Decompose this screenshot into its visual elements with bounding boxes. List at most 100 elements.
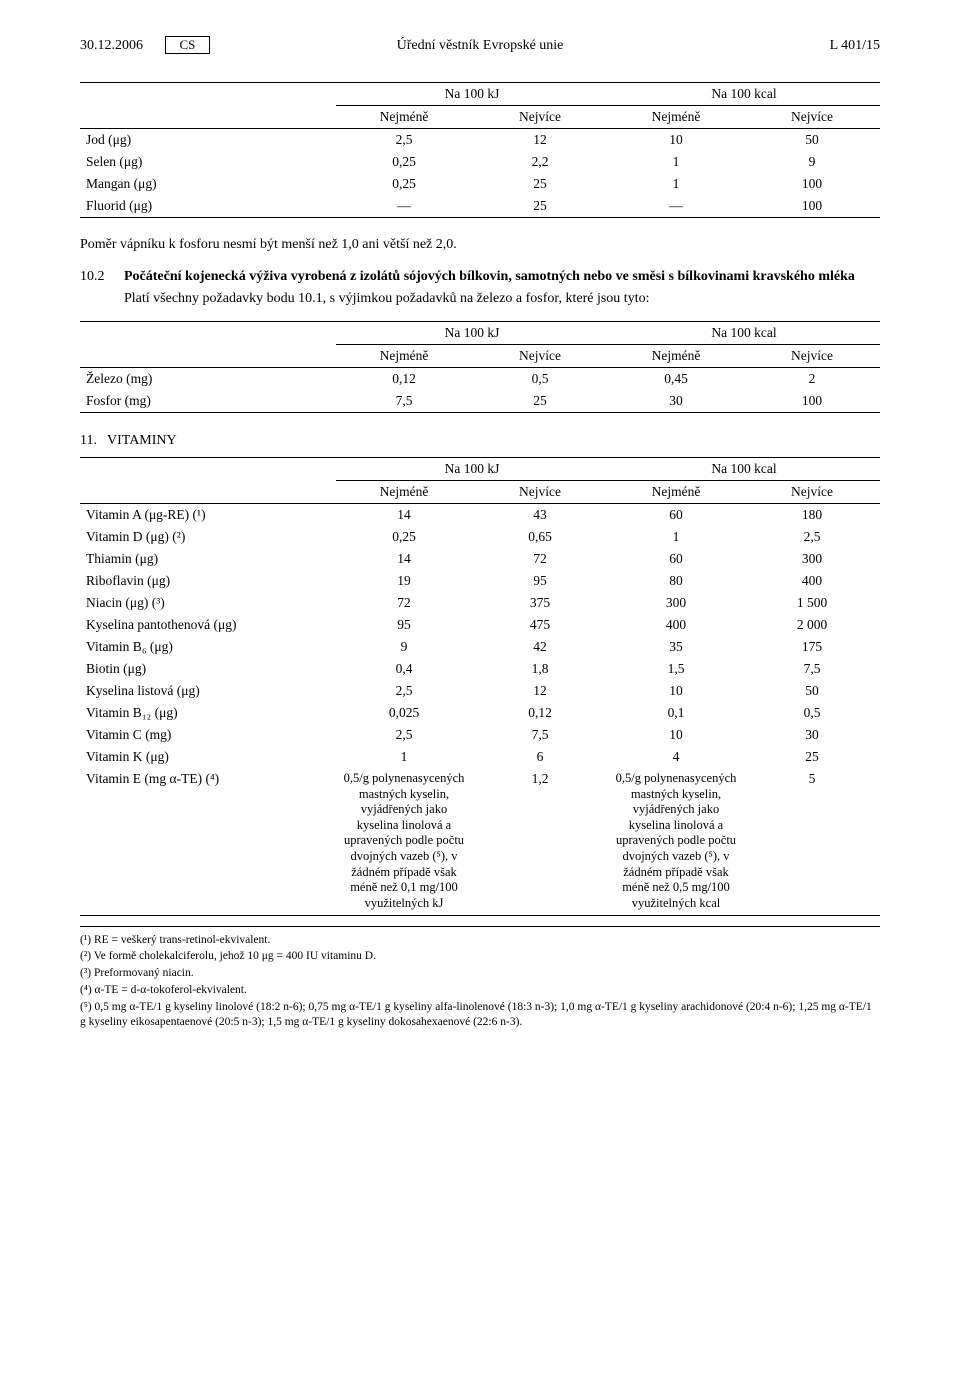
t3-r8-a: 2,5: [336, 680, 472, 702]
footnote-2: (²) Ve formě cholekalciferolu, jehož 10 …: [80, 949, 880, 964]
footnote-1: (¹) RE = veškerý trans-retinol-ekvivalen…: [80, 933, 880, 948]
t3-r4-label: Niacin (μg) (³): [80, 592, 336, 614]
t3-r2-a: 14: [336, 548, 472, 570]
footnote-5: (⁵) 0,5 mg α-TE/1 g kyseliny linolové (1…: [80, 1000, 880, 1030]
t3-r9-d: 0,5: [744, 702, 880, 724]
t1-r0-c: 10: [608, 129, 744, 152]
t3-group-kj: Na 100 kJ: [336, 457, 608, 480]
t3-r8-c: 10: [608, 680, 744, 702]
sec102-title: Počáteční kojenecká výživa vyrobená z iz…: [124, 269, 855, 285]
t3-r9-a: 0,025: [336, 702, 472, 724]
t1-r3-label: Fluorid (μg): [80, 195, 336, 218]
t3-r7-a: 0,4: [336, 658, 472, 680]
t3-r5-d: 2 000: [744, 614, 880, 636]
t3-r10-c: 10: [608, 724, 744, 746]
page-header: 30.12.2006 CS Úřední věstník Evropské un…: [80, 36, 880, 54]
t3-r2-c: 60: [608, 548, 744, 570]
t2-h3: Nejméně: [608, 344, 744, 367]
t3-r4-b: 375: [472, 592, 608, 614]
t3-r10-d: 30: [744, 724, 880, 746]
t3-r10-label: Vitamin C (mg): [80, 724, 336, 746]
t3-r8-b: 12: [472, 680, 608, 702]
t3-r5-c: 400: [608, 614, 744, 636]
t3-r1-d: 2,5: [744, 526, 880, 548]
t3-h4: Nejvíce: [744, 480, 880, 503]
t3-h3: Nejméně: [608, 480, 744, 503]
t3-r3-c: 80: [608, 570, 744, 592]
t1-r3-d: 100: [744, 195, 880, 218]
t3-r10-b: 7,5: [472, 724, 608, 746]
t1-r0-b: 12: [472, 129, 608, 152]
t3-r0-b: 43: [472, 503, 608, 526]
t1-r2-label: Mangan (μg): [80, 173, 336, 195]
t1-h3: Nejméně: [608, 106, 744, 129]
t3-r6-b: 42: [472, 636, 608, 658]
t3-r7-d: 7,5: [744, 658, 880, 680]
t1-r1-b: 2,2: [472, 151, 608, 173]
t3-r6-d: 175: [744, 636, 880, 658]
t3-r3-d: 400: [744, 570, 880, 592]
t1-r2-c: 1: [608, 173, 744, 195]
t1-r1-a: 0,25: [336, 151, 472, 173]
sec102-body: Platí všechny požadavky bodu 10.1, s výj…: [124, 291, 880, 307]
t3-r4-c: 300: [608, 592, 744, 614]
t1-group-kcal: Na 100 kcal: [608, 83, 880, 106]
footnote-3: (³) Preformovaný niacin.: [80, 966, 880, 981]
t1-r3-c: —: [608, 195, 744, 218]
t3-r3-a: 19: [336, 570, 472, 592]
t1-h4: Nejvíce: [744, 106, 880, 129]
t3-r3-b: 95: [472, 570, 608, 592]
t3-blank2: [80, 480, 336, 503]
t3-r5-a: 95: [336, 614, 472, 636]
t1-r0-d: 50: [744, 129, 880, 152]
header-pageref: L 401/15: [680, 38, 880, 54]
t3-r2-d: 300: [744, 548, 880, 570]
t1-blank: [80, 83, 336, 106]
t3-r1-label: Vitamin D (μg) (²): [80, 526, 336, 548]
para-ca-p-ratio: Poměr vápníku k fosforu nesmí být menší …: [80, 236, 880, 255]
t3-vitE-label: Vitamin E (mg α-TE) (⁴): [80, 768, 336, 915]
t2-r1-a: 7,5: [336, 390, 472, 413]
t3-r11-b: 6: [472, 746, 608, 768]
t3-vitE-d: 5: [744, 768, 880, 915]
header-date: 30.12.2006: [80, 38, 143, 53]
t3-h1: Nejméně: [336, 480, 472, 503]
t2-h1: Nejméně: [336, 344, 472, 367]
t3-r7-c: 1,5: [608, 658, 744, 680]
t3-vitE-a: 0,5/g polynenasycených mastných kyselin,…: [336, 768, 472, 915]
sec11-num: 11.: [80, 433, 97, 449]
t3-r6-label: Vitamin B₆ (μg): [80, 636, 336, 658]
t1-r0-a: 2,5: [336, 129, 472, 152]
t3-r11-a: 1: [336, 746, 472, 768]
t2-r0-b: 0,5: [472, 367, 608, 390]
t3-r9-label: Vitamin B₁₂ (μg): [80, 702, 336, 724]
t3-r8-d: 50: [744, 680, 880, 702]
t3-r1-c: 1: [608, 526, 744, 548]
t1-r1-c: 1: [608, 151, 744, 173]
t1-r0-label: Jod (μg): [80, 129, 336, 152]
t2-r0-a: 0,12: [336, 367, 472, 390]
t3-vitE-b: 1,2: [472, 768, 608, 915]
t3-r7-label: Biotin (μg): [80, 658, 336, 680]
sec102-num: 10.2: [80, 269, 114, 285]
t3-r8-label: Kyselina listová (μg): [80, 680, 336, 702]
t3-r2-label: Thiamin (μg): [80, 548, 336, 570]
t2-r0-d: 2: [744, 367, 880, 390]
t3-r7-b: 1,8: [472, 658, 608, 680]
t3-r6-c: 35: [608, 636, 744, 658]
t3-r0-label: Vitamin A (μg-RE) (¹): [80, 503, 336, 526]
t1-r2-b: 25: [472, 173, 608, 195]
table-iron-phosphorus: Na 100 kJ Na 100 kcal Nejméně Nejvíce Ne…: [80, 321, 880, 413]
t1-blank2: [80, 106, 336, 129]
t1-h2: Nejvíce: [472, 106, 608, 129]
table-vitamins: Na 100 kJ Na 100 kcal Nejméně Nejvíce Ne…: [80, 457, 880, 916]
t3-r1-b: 0,65: [472, 526, 608, 548]
t3-r3-label: Riboflavin (μg): [80, 570, 336, 592]
t2-r0-label: Železo (mg): [80, 367, 336, 390]
t3-r11-d: 25: [744, 746, 880, 768]
t1-r1-d: 9: [744, 151, 880, 173]
t2-blank2: [80, 344, 336, 367]
footnotes: (¹) RE = veškerý trans-retinol-ekvivalen…: [80, 926, 880, 1031]
t3-r9-c: 0,1: [608, 702, 744, 724]
t1-r1-label: Selen (μg): [80, 151, 336, 173]
